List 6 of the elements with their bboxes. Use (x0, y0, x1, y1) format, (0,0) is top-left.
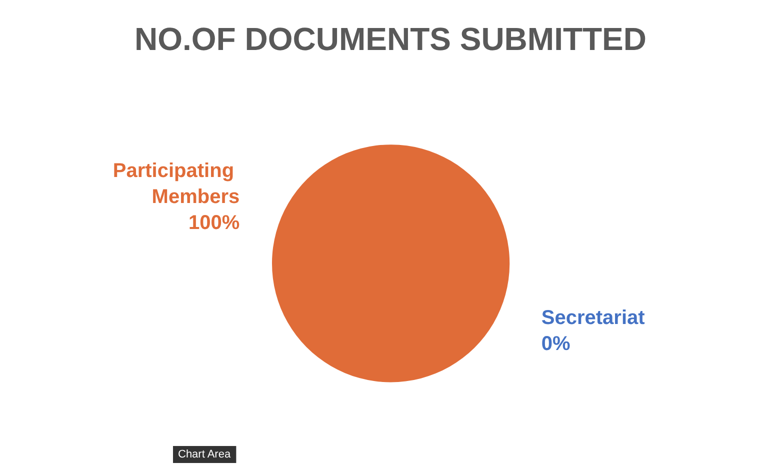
data-label: 100% (188, 212, 240, 234)
category-label: Secretariat (541, 306, 645, 329)
text: 0% (541, 332, 570, 355)
slice-label: Participating Members (112, 160, 240, 208)
chart-title: NO.OF DOCUMENTS SUBMITTED (134, 21, 646, 57)
text: Chart Area (178, 448, 232, 460)
